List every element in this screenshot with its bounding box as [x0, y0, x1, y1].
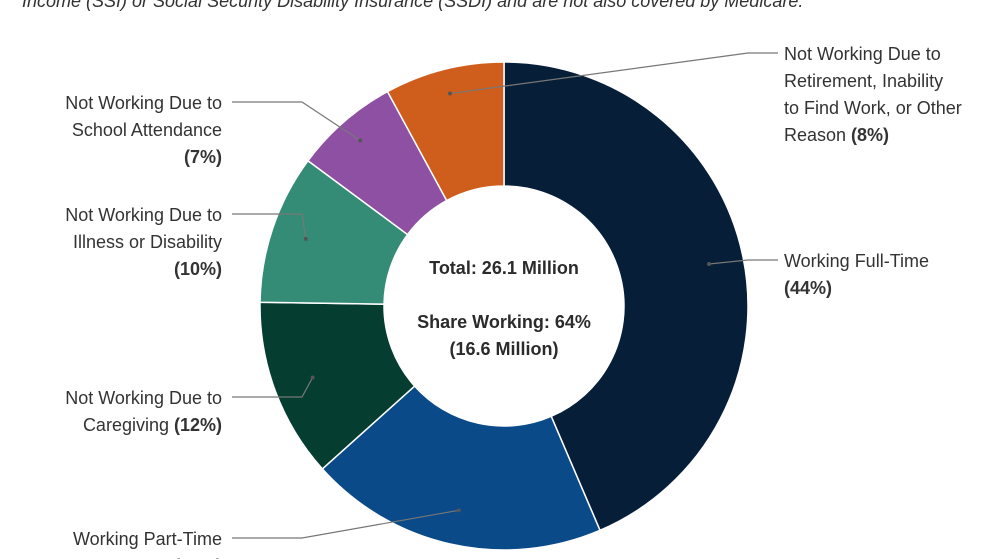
slice-label-2: Not Working Due to Caregiving (12%) — [65, 388, 222, 435]
leader-line-4 — [232, 101, 361, 142]
leader-line-0 — [708, 259, 778, 265]
slice-5 — [386, 61, 505, 202]
leader-dot-1 — [456, 508, 461, 513]
slice-label-4: Not Working Due to School Attendance (7%) — [65, 93, 222, 167]
leader-dot-0 — [707, 261, 712, 266]
center-share-working: Share Working: 64% — [417, 312, 591, 332]
slice-0 — [503, 61, 749, 532]
leader-dot-3 — [303, 236, 308, 241]
center-total: Total: 26.1 Million — [429, 258, 579, 278]
leader-lines — [232, 52, 778, 539]
slice-label-0: Working Full-Time (44%) — [784, 251, 929, 298]
leader-line-5 — [449, 52, 778, 95]
center-summary: Total: 26.1 Million Share Working: 64% (… — [417, 258, 591, 359]
slice-label-3: Not Working Due to Illness or Disability(… — [65, 205, 222, 279]
leader-line-3 — [232, 213, 307, 239]
leader-dot-5 — [448, 91, 453, 96]
center-share-count: (16.6 Million) — [449, 339, 558, 359]
leader-line-1 — [232, 509, 459, 539]
slice-1 — [321, 385, 601, 551]
leader-line-2 — [232, 377, 314, 398]
chart-caption: Income (SSI) or Social Security Disabili… — [22, 0, 804, 11]
leader-dot-2 — [310, 375, 315, 380]
donut-slices — [259, 61, 749, 551]
slice-label-5: Not Working Due to Retirement, Inability t… — [784, 44, 962, 145]
slice-label-1: Working Part-Time(20%) — [73, 529, 222, 559]
leader-dot-4 — [358, 138, 363, 143]
slice-labels: Working Full-Time(44%) Working Part-Time(… — [65, 44, 961, 559]
